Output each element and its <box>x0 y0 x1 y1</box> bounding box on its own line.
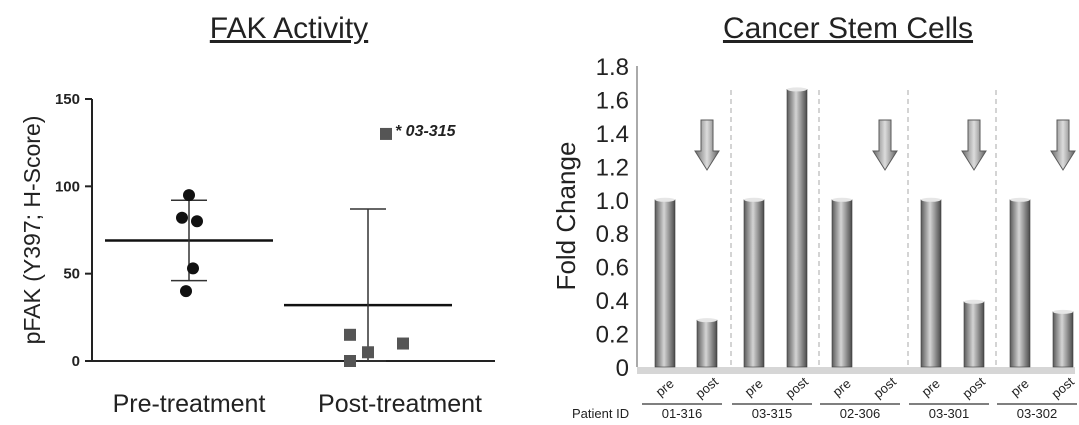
csc-bar-label-post: post <box>870 374 899 402</box>
fak-annotation: * 03-315 <box>395 123 457 140</box>
csc-arrows <box>694 119 1076 171</box>
csc-dividers <box>730 90 997 367</box>
fak-point-pre <box>176 211 188 224</box>
fak-category-label-post: Post-treatment <box>318 390 482 418</box>
down-arrow-icon <box>961 119 987 171</box>
csc-y-tick-label: 1.8 <box>596 54 629 81</box>
csc-bar-label-pre: pre <box>742 376 766 400</box>
fak-axes <box>91 99 495 362</box>
csc-bar-top-post <box>787 87 807 92</box>
csc-bar-pre <box>831 199 853 368</box>
csc-patient-id: 03-301 <box>929 406 969 421</box>
fak-point-post <box>380 127 392 140</box>
csc-bar-labels: pre post pre post pre post pre post pre post <box>653 374 1078 402</box>
csc-bar-pre <box>1009 199 1031 368</box>
csc-floor <box>637 367 1075 374</box>
csc-bar-top-post <box>1053 309 1073 314</box>
down-arrow-icon <box>872 119 898 171</box>
down-arrow-icon <box>1050 119 1076 171</box>
csc-bar-label-pre: pre <box>919 376 943 400</box>
csc-bar-post <box>1052 311 1074 368</box>
fak-category-label-pre: Pre-treatment <box>113 390 266 418</box>
fak-chart-title: FAK Activity <box>210 12 368 45</box>
csc-bar-top-pre <box>744 197 764 202</box>
csc-y-tick-label: 1.0 <box>596 188 629 215</box>
fak-y-tick-label: 100 <box>55 178 80 195</box>
csc-y-tick-label: 0.2 <box>596 322 629 349</box>
csc-bar-post <box>696 319 718 368</box>
csc-patient-id: 03-315 <box>752 406 792 421</box>
csc-y-tick-label: 0 <box>616 355 629 382</box>
fak-point-post <box>362 346 374 359</box>
csc-bar-label-pre: pre <box>653 376 677 400</box>
csc-bar-top-post <box>964 299 984 304</box>
csc-bar-label-pre: pre <box>830 376 854 400</box>
csc-bar-label-post: post <box>1048 374 1077 402</box>
fak-y-tick-label: 50 <box>63 266 80 283</box>
csc-bar-post <box>963 301 985 368</box>
csc-bar-top-pre <box>832 197 852 202</box>
csc-bar-post <box>786 89 808 368</box>
fak-data-points <box>176 127 409 367</box>
fak-point-post <box>344 328 356 341</box>
csc-group-label: Patient ID <box>572 406 629 421</box>
csc-y-tick-label: 0.8 <box>596 221 629 248</box>
fak-y-axis-label: pFAK (Y397; H-Score) <box>19 116 45 345</box>
csc-bar-label-post: post <box>692 374 721 402</box>
csc-bar-pre <box>743 199 765 368</box>
csc-y-tick-label: 0.4 <box>596 288 629 315</box>
cancer-stem-cells-chart: Cancer Stem Cells Fold Change 0 0.2 0.4 0.6… <box>551 12 1077 421</box>
fak-point-pre <box>191 215 203 228</box>
csc-y-tick-label: 1.4 <box>596 121 629 148</box>
fak-y-ticks: 0 50 100 150 <box>55 91 92 370</box>
down-arrow-icon <box>694 119 720 171</box>
csc-y-tick-label: 0.6 <box>596 255 629 282</box>
csc-bar-label-post: post <box>959 374 988 402</box>
fak-point-pre <box>183 189 195 202</box>
csc-bar-pre <box>654 199 676 368</box>
csc-patient-id: 03-302 <box>1017 406 1057 421</box>
csc-patient-id: 02-306 <box>840 406 880 421</box>
fak-y-tick-label: 0 <box>72 353 80 370</box>
csc-patient-groups: 01-316 03-315 02-306 03-301 03-302 <box>642 403 1077 421</box>
csc-chart-title: Cancer Stem Cells <box>723 12 973 45</box>
csc-bar-top-post <box>697 318 717 323</box>
csc-patient-id: 01-316 <box>662 406 702 421</box>
csc-bar-label-pre: pre <box>1008 376 1032 400</box>
csc-bar-pre <box>920 199 942 368</box>
csc-bar-label-post: post <box>782 374 811 402</box>
csc-y-ticks: 0 0.2 0.4 0.6 0.8 1.0 1.2 1.4 1.6 1.8 <box>596 54 1075 382</box>
fak-error-bars <box>105 199 452 362</box>
fak-point-post <box>344 355 356 367</box>
csc-bar-top-pre <box>921 197 941 202</box>
fak-y-tick-label: 150 <box>55 91 80 108</box>
csc-bar-top-pre <box>1010 197 1030 202</box>
csc-bars <box>654 87 1074 368</box>
csc-bar-top-pre <box>655 197 675 202</box>
csc-y-axis-label: Fold Change <box>551 142 581 291</box>
fak-point-post <box>397 337 409 350</box>
fak-point-pre <box>180 285 192 298</box>
csc-y-tick-label: 1.6 <box>596 87 629 114</box>
fak-point-pre <box>187 262 199 275</box>
csc-y-tick-label: 1.2 <box>596 154 629 181</box>
fak-activity-chart: FAK Activity pFAK (Y397; H-Score) 0 50 100… <box>19 12 495 418</box>
